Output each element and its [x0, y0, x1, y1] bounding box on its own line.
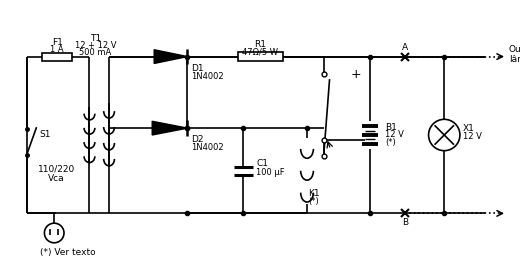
FancyBboxPatch shape	[239, 52, 282, 62]
Text: B: B	[402, 218, 408, 227]
Text: 12 V: 12 V	[385, 130, 405, 140]
Text: A: A	[402, 43, 408, 52]
Text: +: +	[350, 68, 361, 81]
FancyBboxPatch shape	[43, 53, 72, 61]
Text: Outras: Outras	[509, 45, 520, 54]
Text: 12 V: 12 V	[463, 132, 482, 141]
Text: (*) Ver texto: (*) Ver texto	[40, 248, 95, 257]
Text: (*): (*)	[385, 138, 396, 147]
Text: T1: T1	[90, 34, 101, 44]
Text: X1: X1	[463, 124, 475, 133]
Polygon shape	[154, 50, 188, 63]
Polygon shape	[152, 121, 188, 135]
Text: 500 mA: 500 mA	[79, 48, 111, 57]
Text: lâmpadas: lâmpadas	[509, 55, 520, 64]
Text: D1: D1	[191, 64, 204, 73]
Text: 12 + 12 V: 12 + 12 V	[74, 41, 116, 50]
Text: D2: D2	[191, 135, 204, 144]
Text: B1: B1	[385, 123, 397, 132]
Text: 1N4002: 1N4002	[191, 72, 224, 81]
Text: 1 A: 1 A	[50, 45, 64, 54]
Text: 47Ω/5 W: 47Ω/5 W	[242, 47, 279, 56]
Text: Vca: Vca	[48, 174, 64, 183]
Text: K1: K1	[308, 189, 320, 198]
Text: S1: S1	[40, 130, 51, 140]
Text: 110/220: 110/220	[37, 165, 75, 174]
Text: (*): (*)	[308, 197, 319, 206]
Text: R1: R1	[254, 40, 266, 49]
Text: F1: F1	[51, 38, 62, 47]
Text: 100 μF: 100 μF	[256, 168, 285, 177]
Text: 1N4002: 1N4002	[191, 143, 224, 152]
Text: C1: C1	[256, 160, 268, 168]
